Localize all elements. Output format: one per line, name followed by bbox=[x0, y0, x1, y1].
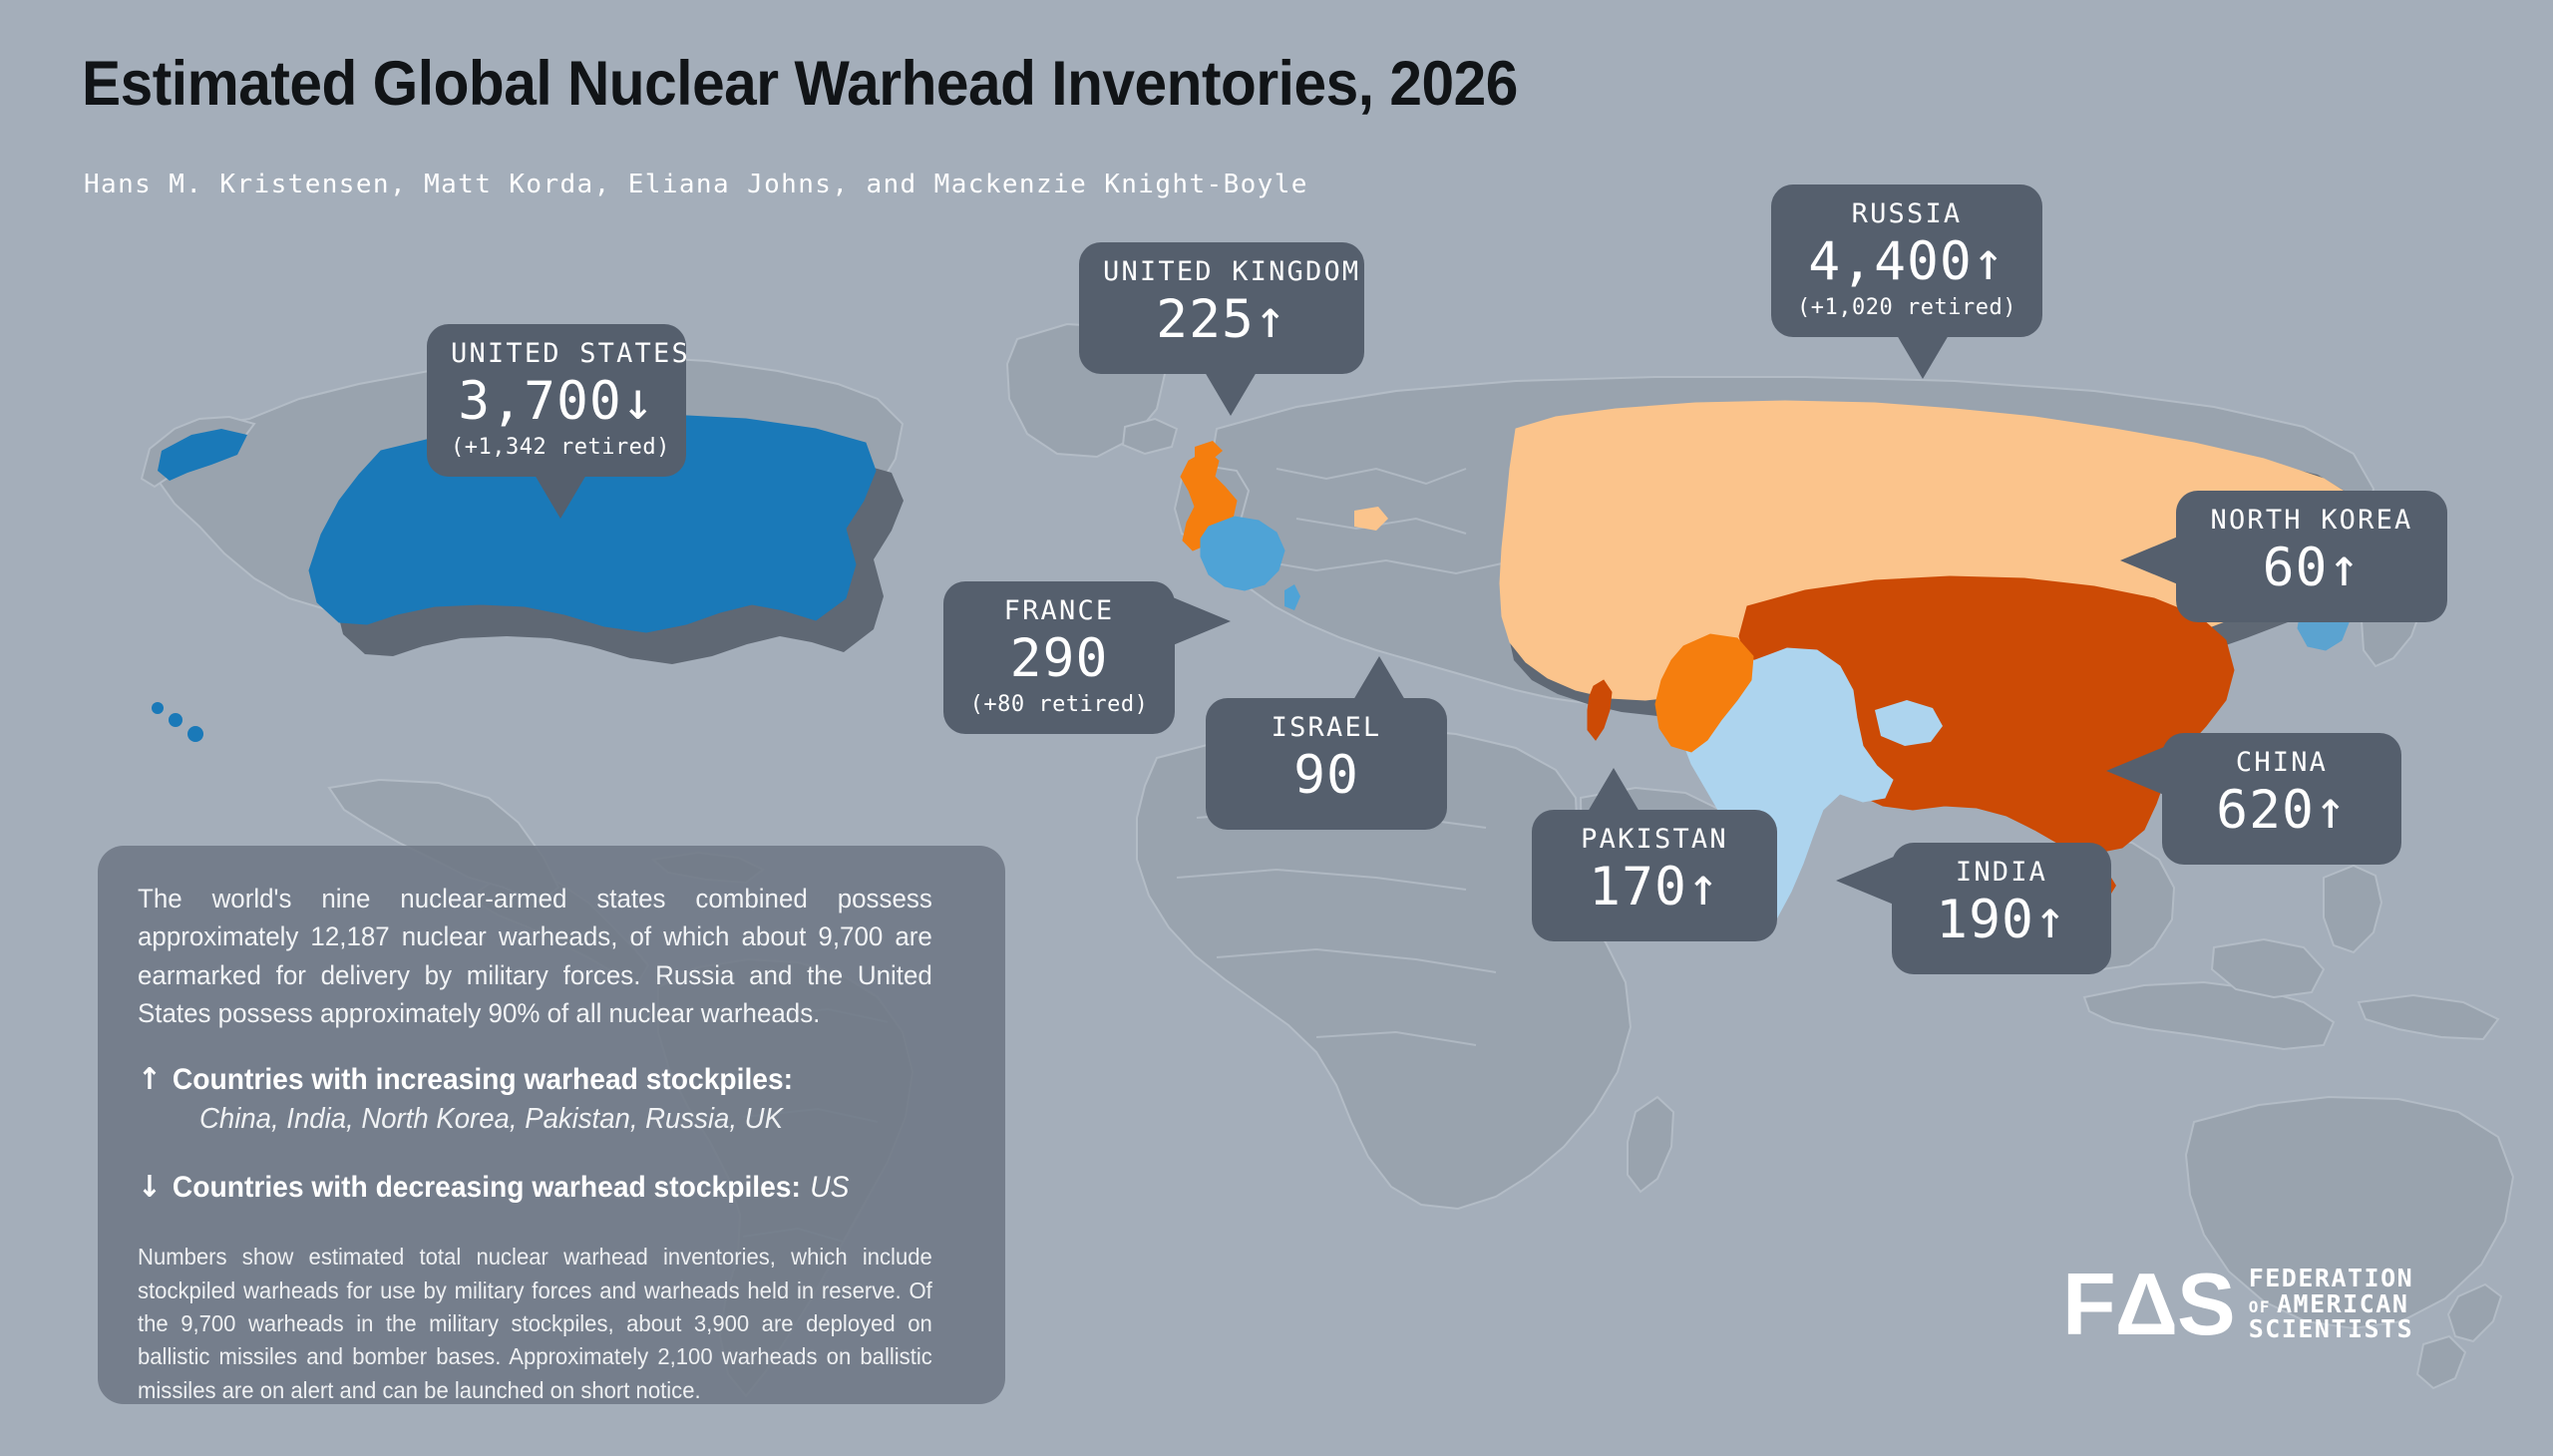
callout-israel[interactable]: ISRAEL 90 bbox=[1206, 656, 1447, 830]
fas-logo-mark: FΔS bbox=[2062, 1255, 2236, 1353]
callout-tail bbox=[2106, 747, 2164, 795]
legend-decreasing-head: ↓ Countries with decreasing warhead stock… bbox=[138, 1170, 915, 1205]
callout-tail bbox=[1836, 857, 1894, 905]
callout-tail bbox=[1897, 334, 1949, 379]
fas-logo: FΔS FEDERATION OF AMERICAN SCIENTISTS bbox=[2062, 1255, 2414, 1353]
country-india bbox=[1680, 647, 1943, 940]
page-title: Estimated Global Nuclear Warhead Invento… bbox=[82, 49, 1518, 119]
land-australia bbox=[2184, 1095, 2515, 1330]
land-borneo bbox=[2210, 937, 2326, 999]
callout-value: 170↑ bbox=[1589, 857, 1720, 918]
callout-tail bbox=[1173, 597, 1231, 645]
land-madagascar bbox=[1627, 1095, 1675, 1194]
callout-value: 620↑ bbox=[2216, 780, 2348, 842]
callout-country-name: NORTH KOREA bbox=[2210, 505, 2413, 536]
land-new-zealand bbox=[2446, 1282, 2503, 1343]
land-new-zealand-south bbox=[2415, 1334, 2467, 1390]
legend-increasing: ↑ Countries with increasing warhead stock… bbox=[138, 1062, 965, 1136]
callout-tail bbox=[1205, 371, 1257, 416]
callout-tail bbox=[2120, 537, 2178, 584]
callout-tail bbox=[1588, 768, 1640, 812]
callout-united-states[interactable]: UNITED STATES 3,700↓ (+1,342 retired) bbox=[427, 324, 690, 519]
callout-country-name: RUSSIA bbox=[1851, 198, 1963, 229]
country-israel bbox=[1587, 679, 1613, 741]
info-panel: The world's nine nuclear-armed states co… bbox=[98, 846, 1005, 1404]
callout-france[interactable]: FRANCE 290 (+80 retired) bbox=[943, 581, 1231, 734]
callout-china[interactable]: CHINA 620↑ bbox=[2106, 733, 2401, 865]
fas-logo-line2-wrap: OF AMERICAN bbox=[2249, 1291, 2414, 1317]
callout-russia[interactable]: RUSSIA 4,400↑ (+1,020 retired) bbox=[1771, 184, 2042, 379]
country-france bbox=[1200, 516, 1300, 610]
callout-pakistan[interactable]: PAKISTAN 170↑ bbox=[1532, 768, 1777, 941]
callout-india[interactable]: INDIA 190↑ bbox=[1836, 843, 2111, 974]
land-philippines bbox=[2323, 864, 2383, 954]
callout-north-korea[interactable]: NORTH KOREA 60↑ bbox=[2120, 491, 2447, 622]
legend-increasing-label: Countries with increasing warhead stockp… bbox=[172, 1063, 794, 1097]
legend-increasing-list: China, India, North Korea, Pakistan, Rus… bbox=[199, 1103, 783, 1136]
arrow-up-icon: ↑ bbox=[138, 1062, 162, 1098]
callout-country-name: ISRAEL bbox=[1271, 712, 1382, 743]
callout-retired: (+1,342 retired) bbox=[451, 434, 670, 460]
legend-decreasing: ↓ Countries with decreasing warhead stock… bbox=[138, 1170, 965, 1205]
arrow-down-icon: ↓ bbox=[138, 1170, 162, 1206]
fas-logo-wordmark: FEDERATION OF AMERICAN SCIENTISTS bbox=[2249, 1266, 2414, 1342]
country-pakistan bbox=[1654, 633, 1754, 753]
callout-country-name: INDIA bbox=[1955, 857, 2048, 888]
callout-retired: (+1,020 retired) bbox=[1797, 294, 2016, 320]
callout-retired: (+80 retired) bbox=[969, 691, 1149, 717]
fas-logo-of: OF bbox=[2248, 1296, 2271, 1316]
callout-country-name: FRANCE bbox=[1003, 595, 1115, 626]
callout-value: 290 bbox=[1009, 628, 1109, 690]
callout-country-name: CHINA bbox=[2235, 747, 2329, 778]
callout-value: 225↑ bbox=[1156, 289, 1287, 351]
legend-increasing-head: ↑ Countries with increasing warhead stock… bbox=[138, 1062, 915, 1097]
callout-value: 60↑ bbox=[2262, 538, 2362, 599]
callout-country-name: UNITED KINGDOM bbox=[1103, 256, 1361, 287]
land-new-guinea bbox=[2357, 993, 2500, 1041]
callout-united-kingdom[interactable]: UNITED KINGDOM 225↑ bbox=[1079, 242, 1364, 416]
fas-logo-line2: AMERICAN bbox=[2276, 1288, 2409, 1318]
legend-decreasing-label: Countries with decreasing warhead stockp… bbox=[172, 1171, 801, 1205]
callout-tail bbox=[535, 474, 586, 519]
callout-value: 90 bbox=[1293, 745, 1359, 807]
callout-tail bbox=[1353, 656, 1405, 700]
callout-country-name: UNITED STATES bbox=[451, 338, 690, 369]
legend-decreasing-list: US bbox=[810, 1171, 850, 1205]
land-africa bbox=[1136, 726, 1633, 1211]
intro-paragraph: The world's nine nuclear-armed states co… bbox=[138, 884, 932, 1028]
footnote-paragraph: Numbers show estimated total nuclear war… bbox=[138, 1244, 932, 1403]
callout-value: 3,700↓ bbox=[458, 371, 655, 433]
land-iceland bbox=[1121, 417, 1179, 456]
land-indonesia bbox=[2082, 980, 2336, 1051]
byline: Hans M. Kristensen, Matt Korda, Eliana J… bbox=[84, 170, 1308, 199]
callout-value: 4,400↑ bbox=[1808, 231, 2006, 293]
callout-country-name: PAKISTAN bbox=[1581, 824, 1728, 855]
callout-value: 190↑ bbox=[1936, 890, 2067, 951]
hawaii bbox=[152, 702, 203, 742]
fas-logo-line3: SCIENTISTS bbox=[2248, 1314, 2414, 1344]
fas-logo-line1: FEDERATION bbox=[2248, 1264, 2414, 1293]
